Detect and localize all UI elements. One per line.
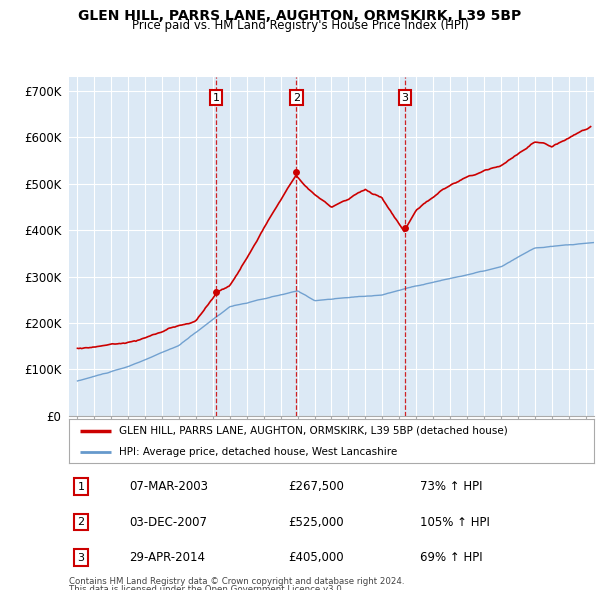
Text: Contains HM Land Registry data © Crown copyright and database right 2024.: Contains HM Land Registry data © Crown c… [69, 577, 404, 586]
Text: £525,000: £525,000 [288, 516, 344, 529]
Text: 03-DEC-2007: 03-DEC-2007 [129, 516, 207, 529]
Text: This data is licensed under the Open Government Licence v3.0.: This data is licensed under the Open Gov… [69, 585, 344, 590]
Text: 1: 1 [212, 93, 220, 103]
Text: 3: 3 [401, 93, 409, 103]
Text: 07-MAR-2003: 07-MAR-2003 [129, 480, 208, 493]
Text: 2: 2 [77, 517, 85, 527]
Text: 29-APR-2014: 29-APR-2014 [129, 551, 205, 564]
Text: GLEN HILL, PARRS LANE, AUGHTON, ORMSKIRK, L39 5BP: GLEN HILL, PARRS LANE, AUGHTON, ORMSKIRK… [79, 9, 521, 23]
Text: £405,000: £405,000 [288, 551, 344, 564]
Text: 3: 3 [77, 553, 85, 562]
Text: 105% ↑ HPI: 105% ↑ HPI [420, 516, 490, 529]
Text: 2: 2 [293, 93, 300, 103]
Text: Price paid vs. HM Land Registry's House Price Index (HPI): Price paid vs. HM Land Registry's House … [131, 19, 469, 32]
Text: GLEN HILL, PARRS LANE, AUGHTON, ORMSKIRK, L39 5BP (detached house): GLEN HILL, PARRS LANE, AUGHTON, ORMSKIRK… [119, 426, 508, 436]
Text: 69% ↑ HPI: 69% ↑ HPI [420, 551, 482, 564]
Text: £267,500: £267,500 [288, 480, 344, 493]
Text: HPI: Average price, detached house, West Lancashire: HPI: Average price, detached house, West… [119, 447, 397, 457]
Text: 73% ↑ HPI: 73% ↑ HPI [420, 480, 482, 493]
Text: 1: 1 [77, 482, 85, 491]
